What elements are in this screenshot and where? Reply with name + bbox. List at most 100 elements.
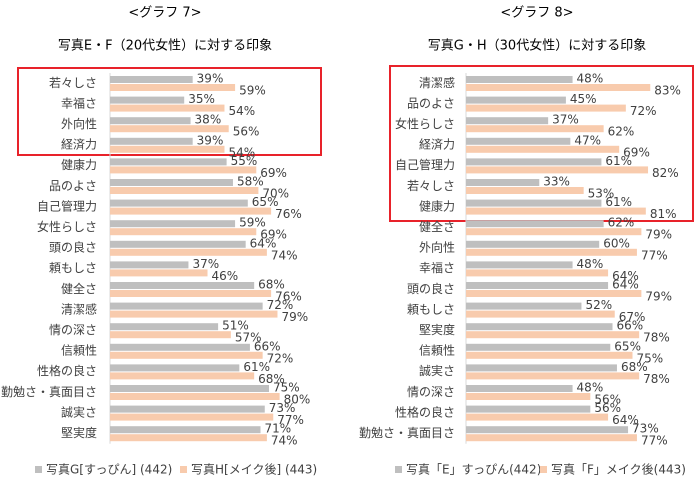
bar — [466, 290, 642, 297]
value-label: 79% — [645, 290, 672, 304]
category-label: 幸福さ — [61, 95, 97, 110]
category-label: 健康力 — [61, 157, 97, 172]
bar — [110, 269, 208, 277]
value-label: 73% — [269, 401, 296, 415]
value-label: 66% — [617, 319, 644, 333]
category-label: 信頼性 — [419, 344, 455, 358]
category-label: 経済力 — [61, 137, 97, 152]
value-label: 72% — [267, 298, 294, 312]
bar — [110, 343, 250, 351]
bar — [466, 413, 609, 421]
highlight-box — [17, 67, 322, 156]
bar — [466, 125, 604, 133]
bar — [110, 385, 269, 392]
category-label: 経済力 — [419, 137, 455, 152]
bar — [110, 405, 265, 413]
bar — [466, 240, 600, 248]
bar — [110, 76, 193, 83]
category-label: 清潔感 — [61, 301, 97, 316]
value-label: 51% — [222, 319, 249, 333]
bar — [466, 96, 566, 104]
category-label: 情の深さ — [407, 385, 455, 399]
bar — [110, 137, 193, 145]
bar — [466, 310, 615, 318]
value-label: 69% — [260, 228, 287, 242]
category-label: 頭の良さ — [49, 240, 97, 255]
legend-swatch — [540, 466, 547, 473]
value-label: 56% — [594, 393, 621, 407]
value-label: 78% — [643, 331, 670, 345]
category-label: 誠実さ — [419, 363, 455, 378]
value-label: 74% — [271, 248, 298, 262]
legend-label: 写真「E」すっぴん(442) — [406, 463, 541, 477]
bar — [110, 310, 278, 318]
value-label: 76% — [275, 290, 302, 304]
bar — [466, 187, 584, 194]
value-label: 62% — [608, 125, 635, 139]
bar — [466, 434, 637, 442]
value-label: 61% — [243, 360, 270, 374]
value-label: 78% — [643, 372, 670, 386]
bar — [466, 117, 549, 125]
bar — [110, 393, 280, 400]
category-label: 女性らしさ — [395, 116, 455, 131]
value-label: 59% — [239, 216, 266, 230]
bar — [110, 372, 255, 380]
bar — [466, 248, 637, 256]
category-label: 性格の良さ — [395, 404, 455, 419]
value-label: 77% — [641, 434, 668, 448]
value-label: 74% — [271, 434, 298, 448]
category-label: 頼もしさ — [407, 302, 455, 316]
value-label: 37% — [192, 257, 219, 271]
value-label: 33% — [543, 175, 570, 189]
bar — [110, 364, 240, 372]
value-label: 61% — [605, 195, 632, 209]
legend-label: 写真H[メイク後] (443) — [191, 463, 317, 477]
category-label: 若々しさ — [407, 179, 455, 193]
value-label: 65% — [614, 339, 641, 353]
value-label: 68% — [621, 360, 648, 374]
category-label: 品のよさ — [49, 179, 97, 193]
value-label: 80% — [284, 393, 311, 407]
value-label: 64% — [612, 269, 639, 283]
category-label: 頭の良さ — [407, 281, 455, 296]
value-label: 79% — [281, 310, 308, 324]
value-label: 48% — [577, 72, 604, 86]
bar — [466, 137, 571, 145]
chart-title: 写真G・H（30代女性）に対する印象 — [428, 38, 646, 54]
bar — [110, 96, 185, 104]
value-label: 46% — [212, 269, 239, 283]
bar — [466, 76, 573, 83]
bar — [466, 282, 609, 289]
value-label: 72% — [267, 351, 294, 365]
value-label: 54% — [228, 145, 255, 159]
bar — [110, 426, 261, 434]
value-label: 39% — [197, 72, 224, 86]
value-label: 56% — [233, 125, 260, 139]
bar — [110, 145, 225, 153]
category-label: 幸福さ — [419, 260, 455, 275]
value-label: 60% — [603, 236, 630, 250]
value-label: 48% — [577, 381, 604, 395]
bar — [110, 207, 272, 215]
value-label: 68% — [258, 278, 285, 292]
bar — [466, 302, 582, 310]
value-label: 79% — [645, 228, 672, 242]
bar — [110, 434, 267, 442]
bar — [110, 187, 259, 194]
category-label: 自己管理力 — [37, 198, 97, 213]
value-label: 38% — [195, 113, 222, 127]
bar — [110, 199, 248, 207]
bar — [466, 393, 591, 400]
bar — [110, 302, 263, 310]
value-label: 56% — [594, 401, 621, 415]
value-label: 55% — [231, 154, 258, 168]
bar — [110, 104, 225, 112]
bar — [466, 261, 573, 269]
category-label: 女性らしさ — [37, 219, 97, 234]
category-label: 若々しさ — [49, 76, 97, 90]
value-label: 39% — [197, 133, 224, 147]
value-label: 54% — [228, 104, 255, 118]
bar — [466, 364, 617, 372]
value-label: 66% — [254, 339, 281, 353]
